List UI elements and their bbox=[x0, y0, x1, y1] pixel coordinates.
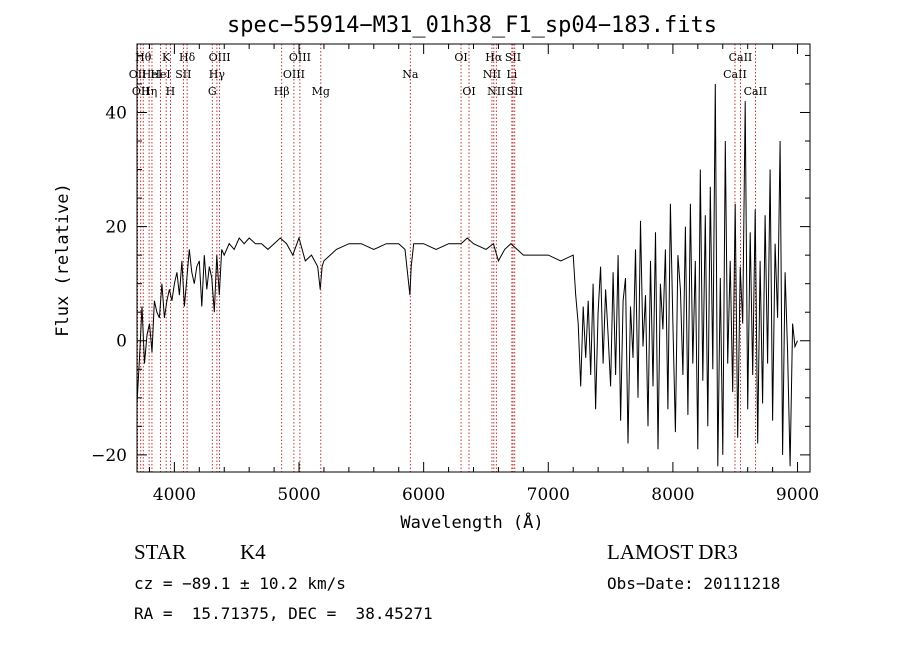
y-tick-labels: −20 0 20 40 bbox=[91, 103, 127, 465]
line-label-20: NII bbox=[483, 68, 501, 81]
x-tick-label: 6000 bbox=[402, 485, 445, 505]
y-tick-label: 20 bbox=[105, 218, 127, 238]
line-label-16: Mg bbox=[312, 85, 330, 98]
line-label-6: K bbox=[162, 51, 171, 64]
observation-date: Obs−Date: 20111218 bbox=[607, 574, 781, 593]
line-label-19: OI bbox=[462, 85, 475, 98]
line-label-5: HeI bbox=[150, 68, 170, 81]
line-label-21: Hα bbox=[485, 51, 503, 64]
object-subclass: K4 bbox=[240, 540, 266, 564]
x-tick-label: 5000 bbox=[277, 485, 320, 505]
line-label-12: OIII bbox=[209, 51, 231, 64]
line-label-7: H bbox=[166, 85, 176, 98]
axis-ticks bbox=[137, 44, 810, 472]
x-tick-label: 8000 bbox=[651, 485, 694, 505]
line-label-10: G bbox=[208, 85, 217, 98]
line-label-4: HeI bbox=[142, 68, 162, 81]
x-tick-label: 7000 bbox=[527, 485, 570, 505]
redshift-info: cz = −89.1 ± 10.2 km/s bbox=[134, 574, 346, 593]
line-label-0: OII bbox=[129, 68, 147, 81]
line-label-23: Li bbox=[506, 68, 517, 81]
line-label-22: NII bbox=[487, 85, 505, 98]
line-label-3: Hη bbox=[141, 85, 157, 98]
line-label-27: CaII bbox=[729, 51, 753, 64]
line-label-1: OII bbox=[132, 85, 150, 98]
line-label-9: Hδ bbox=[179, 51, 196, 64]
line-label-24: SII bbox=[505, 51, 521, 64]
line-label-25: SII bbox=[507, 85, 523, 98]
line-label-2: Hθ bbox=[135, 51, 152, 64]
spectrum-line bbox=[136, 83, 798, 467]
x-axis-label: Wavelength (Å) bbox=[400, 511, 543, 533]
line-label-26: CaII bbox=[723, 68, 747, 81]
y-axis-label: Flux (relative) bbox=[53, 183, 73, 337]
coordinates: RA = 15.71375, DEC = 38.45271 bbox=[134, 604, 433, 623]
line-label-11: Hγ bbox=[209, 68, 226, 81]
line-label-18: OI bbox=[454, 51, 467, 64]
object-class: STAR bbox=[134, 540, 186, 564]
y-tick-label: −20 bbox=[91, 446, 127, 466]
x-tick-label: 4000 bbox=[153, 485, 196, 505]
spectral-line-markers: OIIOIIHθHηHeIHeIKHSIIHδGHγOIIIHβOIIIOIII… bbox=[129, 44, 767, 472]
line-label-17: Na bbox=[402, 68, 419, 81]
line-label-14: OIII bbox=[283, 68, 305, 81]
x-tick-label: 9000 bbox=[776, 485, 819, 505]
line-label-13: Hβ bbox=[274, 85, 290, 98]
plot-frame bbox=[136, 43, 811, 473]
line-label-15: OIII bbox=[289, 51, 311, 64]
line-label-28: CaII bbox=[744, 85, 768, 98]
y-tick-label: 40 bbox=[105, 103, 127, 123]
x-tick-labels: 4000 5000 6000 7000 8000 9000 bbox=[153, 485, 819, 505]
y-tick-label: 0 bbox=[116, 332, 127, 352]
chart-title: spec−55914−M31_01h38_F1_sp04−183.fits bbox=[227, 13, 717, 38]
survey-name: LAMOST DR3 bbox=[607, 540, 738, 564]
line-label-8: SII bbox=[175, 68, 191, 81]
